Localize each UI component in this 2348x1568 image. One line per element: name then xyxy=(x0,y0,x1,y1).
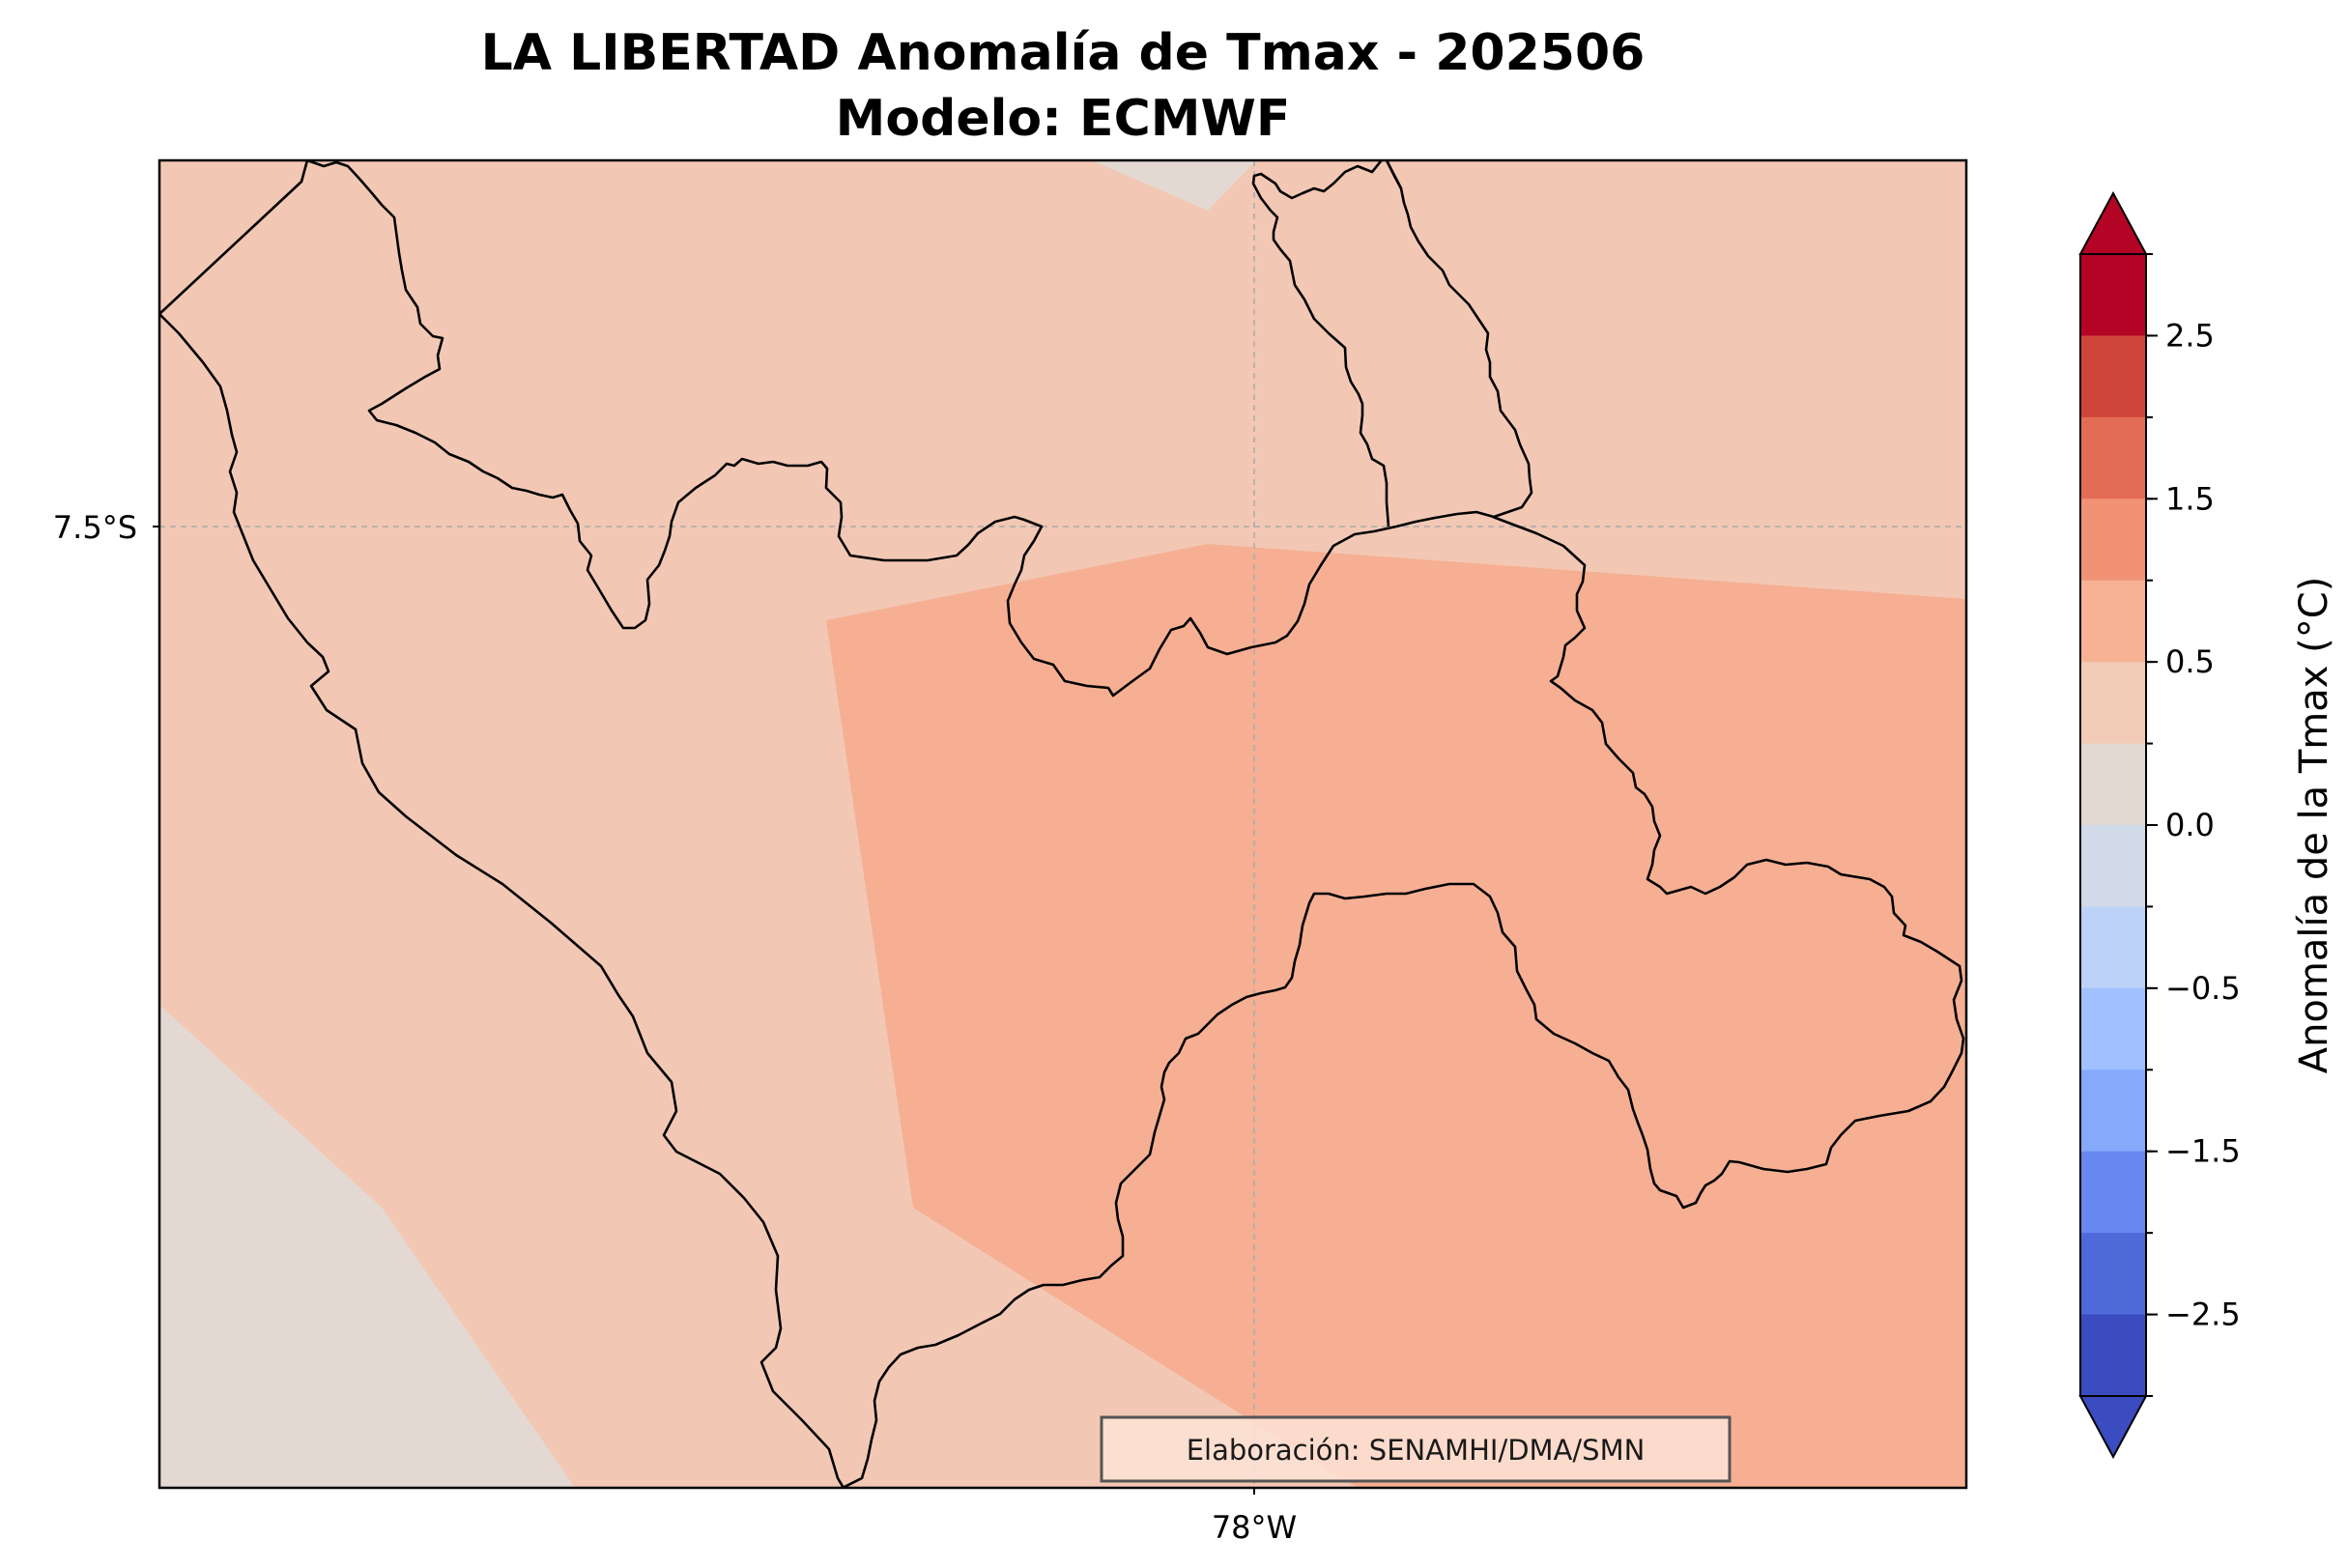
colorbar-segment xyxy=(2080,1151,2146,1234)
figure-title-line1: LA LIBERTAD Anomalía de Tmax - 202506 xyxy=(481,24,1646,82)
map-frame xyxy=(157,158,1968,1490)
colorbar-ticks: 2.5 1.5 0.5 0.0 −0.5 −1.5 −2.5 xyxy=(2146,253,2241,1397)
colorbar-extend-max xyxy=(2078,190,2148,255)
colorbar-segment xyxy=(2080,825,2146,908)
colorbar-segment xyxy=(2080,335,2146,418)
colorbar-label: Anomalía de la Tmax (°C) xyxy=(2292,577,2336,1074)
figure-title-line2: Modelo: ECMWF xyxy=(836,90,1291,148)
colorbar-segment xyxy=(2080,1069,2146,1153)
colorbar-extend-min xyxy=(2078,1395,2148,1460)
colorbar-tick-label: 0.0 xyxy=(2165,807,2215,843)
map-panel xyxy=(159,160,1966,1488)
anomaly-fill-near-zero-southwest xyxy=(159,1005,575,1488)
colorbar-tick-label: 0.5 xyxy=(2165,643,2215,680)
anomaly-fill-near-zero-top xyxy=(1092,160,1256,211)
colorbar-tick-label: 2.5 xyxy=(2165,317,2215,354)
lat-tick-label: 7.5°S xyxy=(53,509,137,546)
colorbar-tick-label: −2.5 xyxy=(2165,1297,2241,1333)
colorbar-segment xyxy=(2080,906,2146,989)
colorbar: 2.5 1.5 0.5 0.0 −0.5 −1.5 −2.5 Anomalía de la … xyxy=(2078,190,2336,1460)
lon-tick-label: 78°W xyxy=(1212,1509,1297,1546)
colorbar-tick-label: −1.5 xyxy=(2165,1133,2241,1170)
anomaly-fill-mid-positive xyxy=(826,544,1966,1488)
credit-text: Elaboración: SENAMHI/DMA/SMN xyxy=(1187,1434,1646,1467)
colorbar-segment xyxy=(2080,662,2146,745)
colorbar-tick-label: 1.5 xyxy=(2165,480,2215,517)
colorbar-tick-label: −0.5 xyxy=(2165,970,2241,1007)
colorbar-segment xyxy=(2080,1233,2146,1316)
colorbar-segment xyxy=(2080,987,2146,1070)
colorbar-segment xyxy=(2080,580,2146,663)
colorbar-segment xyxy=(2080,254,2146,337)
colorbar-segment xyxy=(2080,1314,2146,1397)
colorbar-segment xyxy=(2080,416,2146,499)
colorbar-segment xyxy=(2080,499,2146,582)
colorbar-segments xyxy=(2080,254,2146,1397)
region-borders xyxy=(159,160,1965,1488)
colorbar-segment xyxy=(2080,743,2146,826)
credit-box: Elaboración: SENAMHI/DMA/SMN xyxy=(1100,1415,1732,1483)
